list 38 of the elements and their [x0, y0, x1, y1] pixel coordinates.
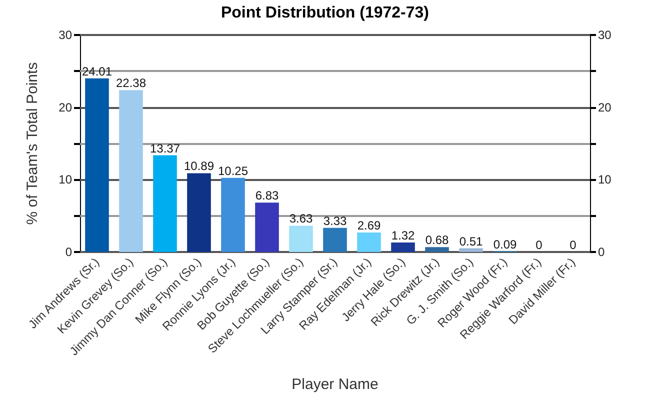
- data-label: 0.09: [493, 237, 517, 252]
- bar: [289, 226, 313, 252]
- bar: [459, 248, 483, 252]
- data-label: 3.63: [289, 212, 313, 226]
- y2-tick-label: 10: [598, 172, 612, 187]
- y-tick-label: 0: [65, 245, 72, 259]
- data-label: 10.89: [184, 159, 214, 174]
- data-label: 22.38: [116, 76, 146, 90]
- y-axis-title: % of Team's Total Points: [24, 62, 41, 225]
- y2-tick-label: 0: [598, 245, 605, 259]
- chart-title: Point Distribution (1972-73): [220, 4, 430, 22]
- bar: [357, 232, 381, 252]
- bar: [187, 173, 211, 252]
- bar: [255, 202, 279, 252]
- data-label: 0.68: [425, 233, 449, 248]
- data-label: 0: [536, 238, 543, 252]
- data-label: 0.51: [459, 234, 483, 248]
- bar: [391, 242, 415, 252]
- x-axis-title: Player Name: [292, 376, 378, 393]
- bar: [85, 78, 109, 252]
- y-tick-label: 20: [58, 100, 72, 114]
- data-label: 2.69: [357, 218, 381, 233]
- data-label: 10.25: [218, 164, 248, 178]
- bar: [153, 155, 177, 252]
- data-label: 3.33: [323, 214, 347, 228]
- data-label: 6.83: [255, 188, 279, 203]
- y-tick-label: 30: [58, 28, 72, 42]
- bar: [323, 228, 347, 252]
- data-label: 1.32: [391, 228, 415, 242]
- y2-tick-label: 20: [598, 100, 612, 114]
- data-label: 0: [570, 238, 577, 252]
- y2-tick-label: 30: [598, 28, 612, 42]
- y-tick-label: 10: [58, 172, 72, 187]
- bar: [221, 178, 245, 252]
- data-label: 13.37: [150, 141, 180, 156]
- data-label: 24.01: [82, 64, 112, 78]
- bar: [119, 90, 143, 252]
- bar: [425, 247, 449, 252]
